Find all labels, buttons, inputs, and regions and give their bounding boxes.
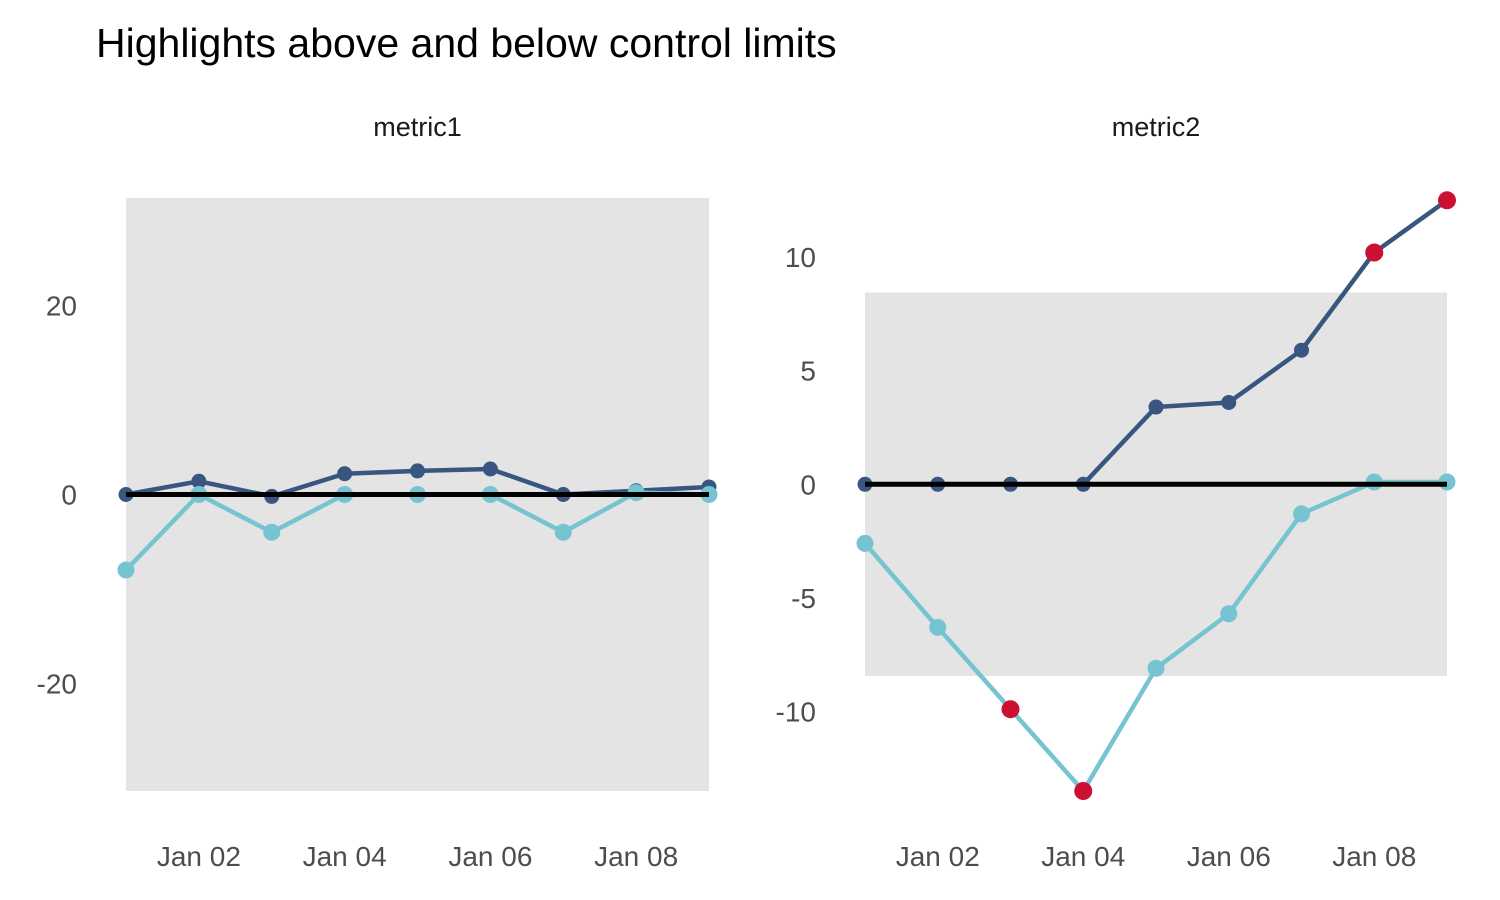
x-tick-label: Jan 08 [594, 841, 678, 872]
y-tick-label: 0 [800, 469, 816, 500]
y-tick-label: 0 [61, 480, 77, 511]
y-tick-label: 20 [46, 291, 77, 322]
x-tick-label: Jan 08 [1332, 841, 1416, 872]
y-tick-label: 5 [800, 356, 816, 387]
out-of-control-point [1365, 243, 1384, 262]
data-point-cyan [1293, 505, 1310, 523]
data-point-cyan [117, 561, 135, 579]
y-tick-label: 10 [785, 242, 816, 273]
data-point-cyan [856, 534, 874, 552]
data-point-cyan [554, 523, 572, 541]
data-point-navy [1294, 342, 1309, 358]
x-tick-label: Jan 04 [303, 841, 387, 872]
data-point-navy [1148, 399, 1164, 415]
y-tick-label: -5 [791, 583, 816, 614]
y-tick-label: -10 [776, 696, 816, 727]
data-point-navy [482, 461, 498, 477]
data-point-navy [410, 463, 425, 479]
data-point-cyan [1147, 659, 1165, 677]
data-point-navy [1221, 394, 1237, 410]
chart-title: Highlights above and below control limit… [96, 20, 837, 66]
data-point-navy [191, 473, 207, 489]
out-of-control-point [1001, 700, 1020, 719]
x-tick-label: Jan 02 [157, 841, 241, 872]
y-tick-label: -20 [37, 668, 77, 699]
data-point-cyan [263, 523, 281, 541]
x-tick-label: Jan 06 [1187, 841, 1271, 872]
data-point-cyan [929, 618, 947, 636]
panel-title-metric1: metric1 [373, 112, 462, 142]
out-of-control-point [1438, 191, 1456, 210]
panel-title-metric2: metric2 [1111, 112, 1201, 142]
x-tick-label: Jan 04 [1041, 841, 1125, 872]
out-of-control-point [1074, 782, 1093, 800]
x-tick-label: Jan 06 [448, 841, 532, 872]
data-point-navy [337, 466, 353, 482]
data-point-cyan [1220, 605, 1238, 623]
x-tick-label: Jan 02 [896, 841, 980, 872]
